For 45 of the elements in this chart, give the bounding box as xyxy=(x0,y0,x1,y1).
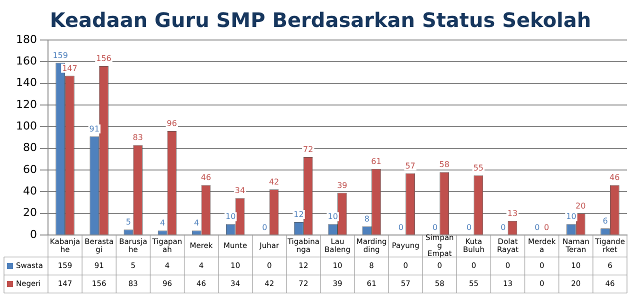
annotation: 10 xyxy=(566,212,576,222)
annotation: 46 xyxy=(200,173,212,182)
annotation: 10 xyxy=(328,212,338,222)
annotation: 0 xyxy=(500,223,506,232)
annotation: 10 xyxy=(226,212,236,222)
annotation: 34 xyxy=(234,186,246,196)
y-tick-label: 20 xyxy=(23,206,37,220)
annotation: 57 xyxy=(405,161,416,170)
annotation: 4 xyxy=(194,218,200,228)
y-tick-label: 80 xyxy=(23,141,37,154)
annotation: 0 xyxy=(432,223,438,232)
y-tick-label: 160 xyxy=(16,54,37,68)
annotation: 0 xyxy=(466,223,472,232)
y-tick-label: 180 xyxy=(16,32,37,46)
annotation: 83 xyxy=(132,133,143,142)
annotation: 61 xyxy=(371,156,382,166)
annotation: 20 xyxy=(576,201,586,210)
annotation: 147 xyxy=(62,64,78,73)
annotation: 0 xyxy=(534,223,540,232)
annotation: 5 xyxy=(126,218,132,227)
y-tick-label: 100 xyxy=(16,120,37,133)
annotation: 0 xyxy=(398,223,404,232)
annotation: 96 xyxy=(166,119,177,128)
annotation: 159 xyxy=(52,50,68,60)
annotation: 46 xyxy=(610,173,620,182)
annotation: 39 xyxy=(337,180,348,190)
y-tick-label: 60 xyxy=(23,162,37,176)
annotation: 12 xyxy=(294,210,304,220)
y-tick-label: 40 xyxy=(23,184,37,198)
annotation: 42 xyxy=(268,178,280,187)
annotation: 13 xyxy=(507,208,518,218)
annotation: 58 xyxy=(439,160,450,170)
annotation: 72 xyxy=(303,145,314,154)
chart-title: Keadaan Guru SMP Berdasarkan Status Sekolah xyxy=(48,8,592,32)
y-tick-label: 120 xyxy=(16,98,37,111)
annotation: 8 xyxy=(364,214,370,224)
annotation: 156 xyxy=(96,54,112,64)
annotation: 0 xyxy=(544,223,550,232)
annotation: 6 xyxy=(602,216,608,226)
annotation: 0 xyxy=(262,223,268,232)
annotation: 55 xyxy=(473,163,484,172)
annotation: 4 xyxy=(160,218,166,228)
y-tick-label: 0 xyxy=(30,228,37,241)
annotation: 91 xyxy=(89,124,100,134)
y-tick-label: 140 xyxy=(16,76,37,90)
